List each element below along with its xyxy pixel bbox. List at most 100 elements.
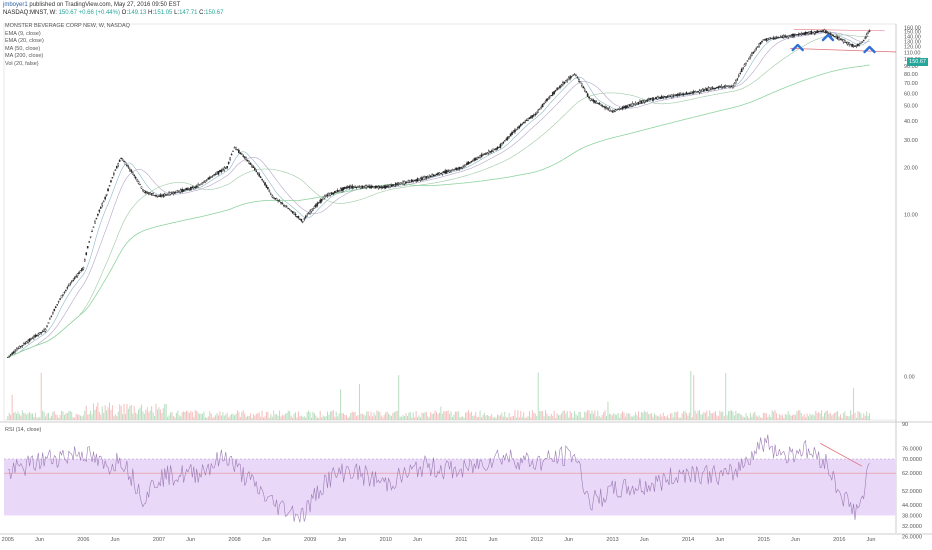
volume-bar: [87, 414, 89, 420]
volume-bar: [590, 413, 592, 420]
indicator-ma50[interactable]: MA (50, close): [5, 45, 41, 52]
indicator-title[interactable]: MONSTER BEVERAGE CORP NEW, W, NASDAQ: [5, 23, 130, 29]
indicator-ema9[interactable]: EMA (9, close): [5, 30, 41, 37]
candle-body: [637, 101, 640, 105]
candle-body: [68, 284, 70, 287]
candle-body: [429, 175, 432, 178]
candle-body: [727, 85, 730, 87]
candle-body: [674, 94, 676, 96]
volume-bar: [773, 411, 775, 420]
candle-body: [595, 101, 598, 104]
volume-bar: [106, 410, 108, 420]
volume-bar: [61, 410, 63, 420]
volume-bar: [715, 411, 717, 420]
volume-bar: [505, 417, 507, 420]
volume-bar: [847, 416, 849, 420]
candle-body: [296, 216, 298, 218]
candle-body: [233, 147, 236, 149]
candle-body: [551, 92, 554, 96]
volume-bar: [390, 415, 392, 420]
candle-body: [630, 103, 633, 107]
volume-bar: [122, 414, 124, 420]
rsi-label[interactable]: RSI (14, close): [5, 427, 42, 433]
candle-body: [313, 206, 316, 209]
candle-body: [849, 44, 852, 46]
volume-bar: [623, 412, 625, 420]
candle-body: [823, 29, 826, 33]
volume-bar: [84, 410, 86, 420]
volume-bar: [107, 407, 109, 420]
volume-bar: [680, 417, 682, 420]
volume-bar: [351, 411, 353, 420]
candle-body: [671, 94, 673, 98]
candle-body: [216, 172, 218, 174]
volume-bar: [744, 417, 746, 420]
volume-bar: [95, 406, 97, 420]
x-tick-label: Jun: [186, 537, 195, 543]
candle-body: [769, 37, 772, 39]
author-link[interactable]: jmboyer1: [3, 2, 28, 8]
candle-body: [864, 37, 866, 39]
candle-body: [848, 42, 850, 45]
candle-body: [126, 164, 128, 167]
volume-bar: [203, 411, 205, 420]
volume-bar: [668, 417, 670, 420]
volume-bar: [630, 416, 632, 420]
volume-bar: [427, 416, 429, 420]
candle-body: [277, 200, 279, 202]
candle-body: [41, 330, 44, 332]
volume-bar: [639, 417, 641, 420]
candle-body: [70, 281, 73, 283]
volume-bar: [526, 417, 528, 420]
ema-20-line: [7, 32, 870, 358]
volume-bar: [659, 414, 661, 420]
candle-body: [102, 200, 105, 203]
x-tick-label: Jun: [337, 537, 346, 543]
candle-body: [374, 185, 377, 189]
pattern-annotations: [790, 29, 897, 467]
volume-bar: [558, 415, 560, 420]
volume-bar: [287, 410, 289, 420]
volume-bar: [281, 414, 283, 420]
candle-body: [147, 192, 150, 194]
volume-bar: [854, 412, 856, 420]
candle-body: [252, 166, 255, 168]
volume-bar: [632, 416, 634, 420]
indicator-ma200[interactable]: MA (200, close): [5, 53, 44, 60]
volume-bar: [544, 410, 546, 420]
volume-bar: [220, 415, 222, 420]
candle-body: [88, 241, 90, 243]
volume-bar: [305, 417, 307, 420]
indicator-volume[interactable]: Vol (20, false): [5, 60, 39, 67]
indicator-ema20[interactable]: EMA (20, close): [5, 38, 44, 45]
volume-bar: [33, 417, 35, 420]
volume-bar: [601, 415, 603, 420]
peak-marker-icon: [863, 45, 876, 54]
volume-bar: [767, 417, 769, 420]
volume-bar: [313, 413, 315, 420]
volume-bar: [370, 411, 372, 420]
volume-bar: [172, 416, 174, 420]
candle-body: [240, 153, 243, 155]
volume-bar: [49, 417, 51, 420]
volume-bar: [263, 417, 265, 420]
volume-bar: [656, 415, 658, 420]
volume-bar: [568, 417, 570, 420]
rsi-line: [7, 434, 870, 523]
candle-body: [781, 36, 784, 38]
volume-bar: [733, 415, 735, 420]
volume-bar: [581, 417, 583, 420]
candle-body: [737, 75, 740, 77]
volume-bar: [771, 410, 773, 420]
candle-body: [325, 195, 327, 197]
y-tick-label: 10.00: [904, 212, 918, 218]
volume-bar: [15, 413, 17, 420]
volume-bar: [225, 414, 227, 420]
volume-bar: [139, 407, 141, 420]
candle-body: [589, 98, 592, 101]
candle-body: [679, 93, 682, 96]
candle-body: [184, 189, 186, 191]
volume-bar: [462, 416, 464, 420]
candle-body: [76, 273, 79, 277]
rsi-divergence-line: [820, 442, 863, 467]
